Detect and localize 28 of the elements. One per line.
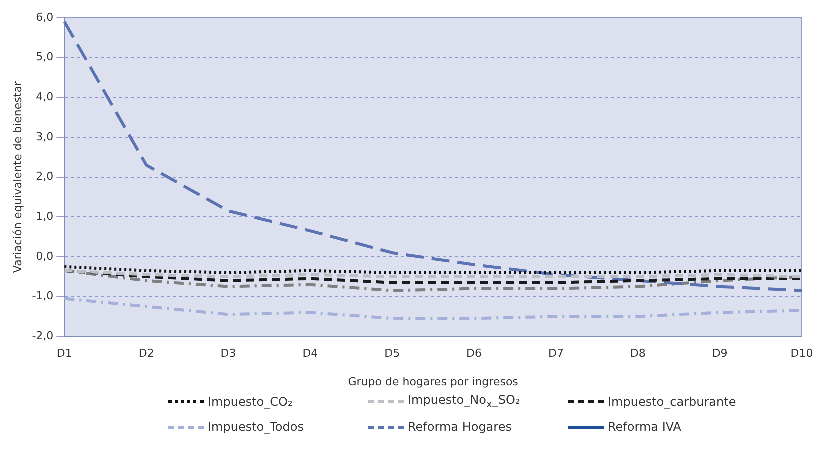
x-tick-label: D1 [56,347,72,360]
y-tick-label: 6,0 [36,10,54,24]
x-tick-label: D2 [138,347,154,360]
y-tick-label: 5,0 [36,50,54,64]
legend-label: Impuesto_No$_{x}$_SO₂ [408,393,520,410]
x-tick-label: D10 [790,347,814,360]
x-tick-label: D7 [548,347,564,360]
line-series [63,20,804,292]
x-axis-title: Grupo de hogares por ingresos [348,375,519,388]
legend-label: Reforma IVA [608,420,682,434]
x-tick-label: D6 [466,347,482,360]
x-tick-label: D3 [220,347,236,360]
legend-label: Impuesto_carburante [608,394,736,409]
y-axis-title: Variación equivalente de bienestar [11,81,24,274]
y-tick-label: -2,0 [32,329,54,342]
y-tick-label: 4,0 [36,90,54,104]
y-tick-label: -1,0 [32,290,54,303]
y-tick-label: 2,0 [36,170,54,184]
x-tick-label: D8 [630,347,646,360]
legend-label: Reforma Hogares [408,420,512,434]
x-tick-label: D9 [712,347,728,360]
legend-label: Impuesto_Todos [208,420,304,434]
y-tick-label: 3,0 [36,130,54,144]
y-tick-label: 0,0 [36,250,54,263]
legend-label: Impuesto_CO₂ [208,394,293,409]
y-tick-label: 1,0 [36,210,54,223]
x-tick-label: D4 [302,347,318,360]
x-tick-label: D5 [384,347,400,360]
